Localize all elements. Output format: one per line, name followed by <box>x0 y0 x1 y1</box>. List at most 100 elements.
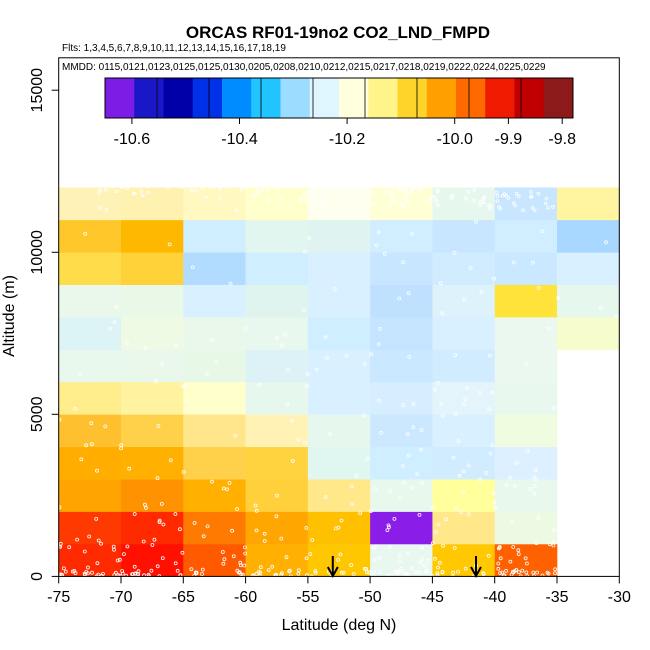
track-point <box>399 566 404 571</box>
track-point <box>220 550 225 554</box>
track-point <box>260 188 265 192</box>
track-point <box>218 196 223 200</box>
track-point <box>406 291 411 296</box>
track-point <box>513 203 517 208</box>
track-point <box>397 296 402 301</box>
track-point <box>304 190 309 195</box>
heatmap-cell <box>494 284 558 318</box>
track-point <box>532 208 537 213</box>
track-point <box>451 455 456 460</box>
track-point <box>362 413 367 418</box>
track-point <box>438 281 443 286</box>
track-point <box>495 199 500 203</box>
track-point <box>274 514 279 519</box>
heatmap-cell <box>432 349 496 383</box>
track-point <box>231 554 236 559</box>
track-point <box>200 180 205 184</box>
track-point <box>364 570 369 575</box>
track-point <box>368 190 373 195</box>
track-point <box>104 207 109 212</box>
track-point <box>177 527 182 532</box>
track-point <box>453 353 458 358</box>
track-point <box>417 187 422 192</box>
heatmap-cell <box>432 543 496 577</box>
track-point <box>551 543 556 548</box>
track-point <box>494 190 499 195</box>
track-point <box>362 362 367 366</box>
track-point <box>497 205 501 209</box>
track-point <box>461 469 466 474</box>
track-point <box>179 185 184 189</box>
track-point <box>287 568 292 573</box>
track-point <box>536 286 541 290</box>
track-point <box>400 202 405 207</box>
track-point <box>553 571 557 576</box>
track-point <box>305 384 310 389</box>
heatmap-cell <box>183 317 246 350</box>
track-point <box>322 200 327 204</box>
track-point <box>371 569 376 574</box>
track-point <box>378 570 383 574</box>
track-point <box>511 545 516 549</box>
heatmap-cell <box>432 252 496 285</box>
track-point <box>496 546 501 551</box>
track-point <box>103 188 108 192</box>
track-point <box>413 570 418 574</box>
colorbar-tick-label: -9.9 <box>495 131 523 148</box>
track-point <box>161 522 166 527</box>
track-point <box>392 517 397 521</box>
axes: -75 -70 -65 -60 -55 -50 -45 -40 -35 -30 0 5000 10000… <box>29 68 631 606</box>
track-point <box>364 567 369 571</box>
track-point <box>154 379 159 384</box>
track-point <box>303 249 307 254</box>
track-point <box>230 528 235 533</box>
track-point <box>116 183 121 188</box>
heatmap-cell <box>120 219 184 253</box>
track-point <box>222 557 227 562</box>
heatmap-cell <box>120 381 184 415</box>
track-point <box>122 552 126 556</box>
track-point <box>401 260 405 265</box>
colorbar-frame <box>104 77 574 119</box>
track-point <box>477 391 482 395</box>
track-point <box>290 181 295 186</box>
track-point <box>614 313 619 318</box>
heatmap-cell <box>245 511 309 545</box>
track-point <box>405 200 410 205</box>
track-point <box>305 198 310 203</box>
track-point <box>204 371 209 376</box>
track-point <box>95 468 99 473</box>
track-point <box>135 572 140 576</box>
track-point <box>304 526 309 530</box>
track-point <box>373 486 378 491</box>
track-point <box>492 500 497 505</box>
track-point <box>301 308 306 313</box>
track-point <box>493 505 498 510</box>
track-point <box>420 480 424 485</box>
track-point <box>456 439 461 444</box>
track-point <box>119 443 124 448</box>
heatmap-cell <box>432 511 496 545</box>
track-point <box>168 458 173 463</box>
track-point <box>89 421 94 426</box>
track-point <box>389 190 394 194</box>
track-point <box>228 281 233 286</box>
track-point <box>133 191 137 196</box>
heatmap-cell <box>494 381 558 415</box>
track-point <box>440 413 445 418</box>
track-point <box>180 550 185 555</box>
track-point <box>155 564 160 569</box>
track-point <box>534 541 539 546</box>
heatmap-cell <box>245 284 309 318</box>
track-point <box>97 205 102 210</box>
track-point <box>532 491 537 496</box>
heatmap-cell <box>245 446 309 480</box>
track-point <box>355 188 359 193</box>
track-point <box>377 555 382 560</box>
track-point <box>472 198 476 203</box>
heatmap-cell <box>183 187 246 221</box>
track-point <box>434 530 438 535</box>
heatmap-cell <box>120 511 184 545</box>
track-point <box>58 541 63 546</box>
track-point <box>465 386 470 390</box>
